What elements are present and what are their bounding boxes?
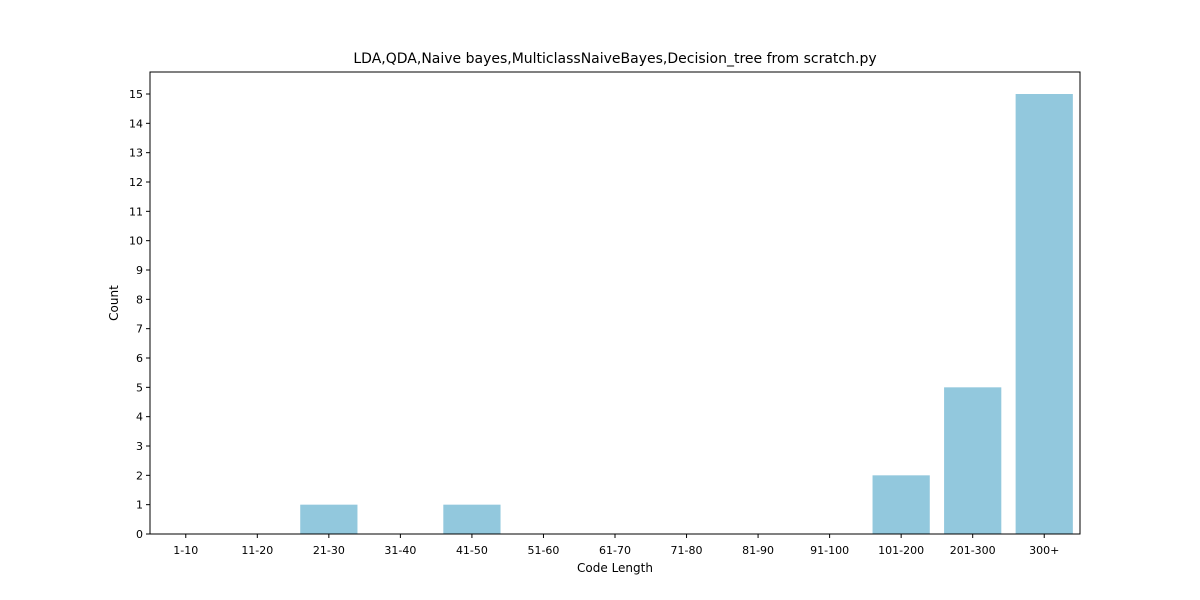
- x-axis-label: Code Length: [577, 561, 653, 575]
- x-tick-label: 1-10: [173, 544, 198, 557]
- x-tick-label: 91-100: [810, 544, 849, 557]
- y-tick-label: 1: [136, 499, 143, 512]
- y-tick-label: 4: [136, 411, 143, 424]
- x-tick-label: 11-20: [241, 544, 273, 557]
- bar-21-30: [300, 504, 358, 534]
- y-tick-label: 10: [129, 235, 143, 248]
- y-tick-label: 2: [136, 469, 143, 482]
- x-axis: 1-10 11-20 21-30 31-40 41-50 51-60 61-70 71-80 8…: [173, 534, 1059, 557]
- x-tick-label: 300+: [1029, 544, 1059, 557]
- y-tick-label: 12: [129, 176, 143, 189]
- y-tick-label: 8: [136, 293, 143, 306]
- y-tick-label: 15: [129, 88, 143, 101]
- x-tick-label: 31-40: [384, 544, 416, 557]
- y-tick-label: 9: [136, 264, 143, 277]
- x-tick-label: 71-80: [671, 544, 703, 557]
- x-tick-label: 201-300: [950, 544, 996, 557]
- y-tick-label: 3: [136, 440, 143, 453]
- y-tick-label: 0: [136, 528, 143, 541]
- y-tick-label: 14: [129, 117, 143, 130]
- bar-101-200: [872, 475, 930, 534]
- x-tick-label: 21-30: [313, 544, 345, 557]
- x-tick-label: 41-50: [456, 544, 488, 557]
- y-tick-label: 5: [136, 381, 143, 394]
- x-tick-label: 51-60: [527, 544, 559, 557]
- bar-41-50: [443, 504, 501, 534]
- x-tick-label: 81-90: [742, 544, 774, 557]
- bars-group: [300, 94, 1073, 534]
- x-tick-label: 61-70: [599, 544, 631, 557]
- bar-201-300: [944, 387, 1002, 534]
- y-tick-label: 11: [129, 205, 143, 218]
- bar-300+: [1015, 94, 1073, 534]
- x-tick-label: 101-200: [878, 544, 924, 557]
- plot-frame: [149, 71, 1081, 535]
- y-tick-label: 7: [136, 323, 143, 336]
- y-axis-label: Count: [107, 285, 121, 321]
- chart-title: LDA,QDA,Naive bayes,MulticlassNaiveBayes…: [353, 51, 876, 67]
- y-tick-label: 6: [136, 352, 143, 365]
- y-tick-label: 13: [129, 147, 143, 160]
